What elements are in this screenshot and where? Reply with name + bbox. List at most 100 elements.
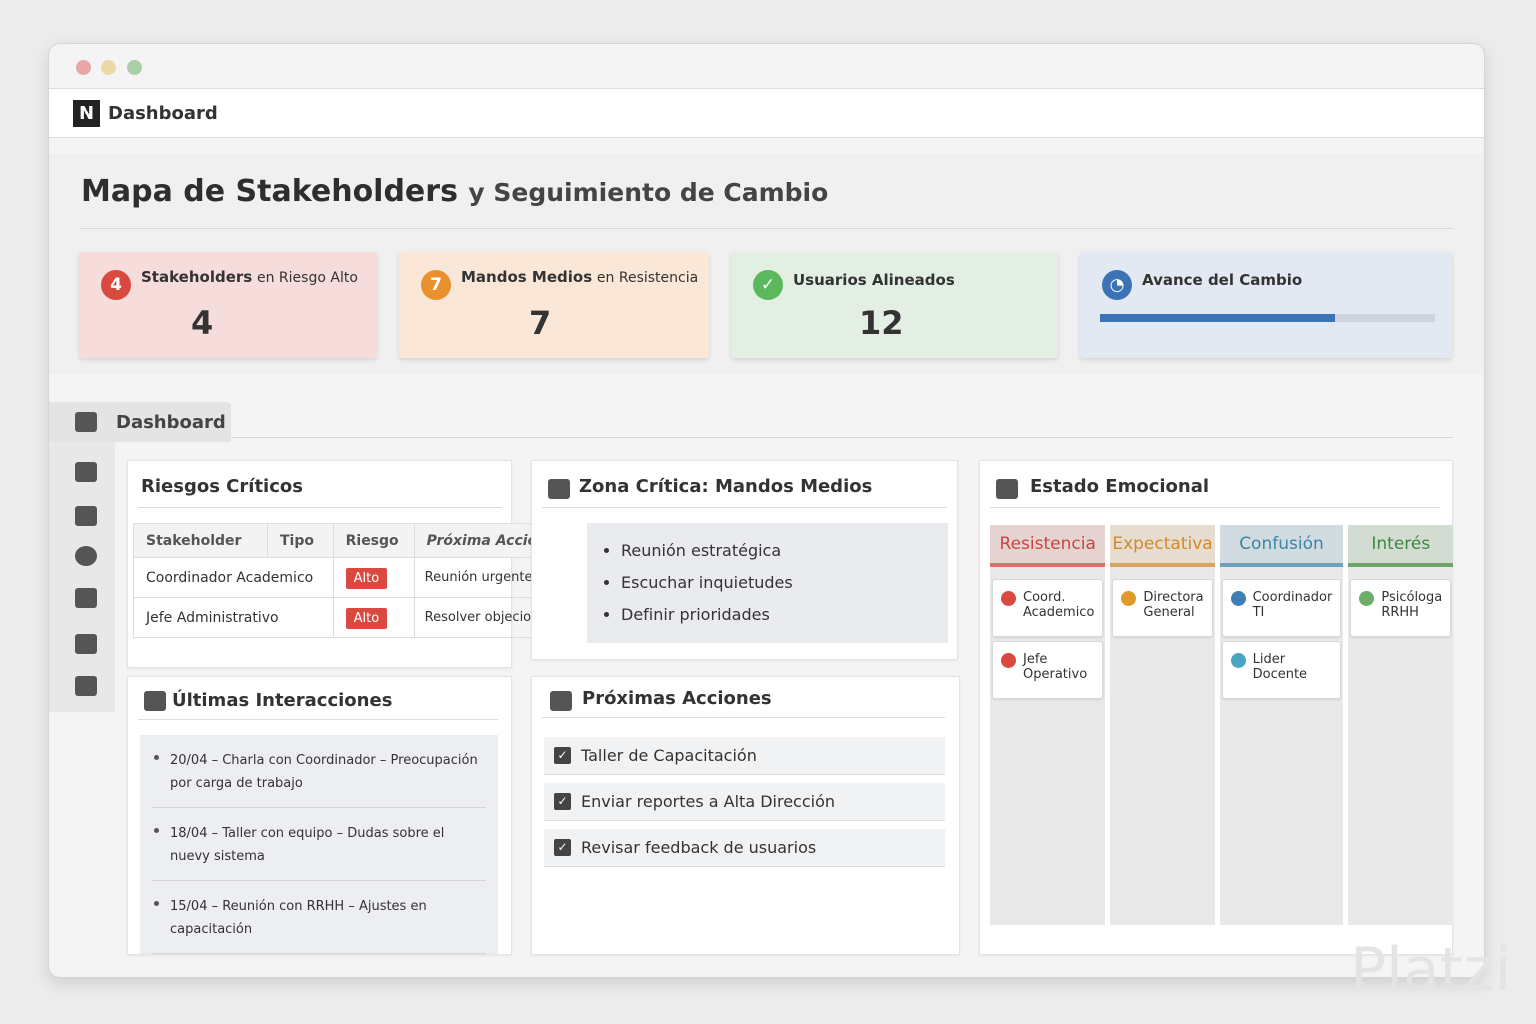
stakeholder-card[interactable]: Coordinador TI <box>1221 579 1342 637</box>
list-item: Reunión estratégica <box>621 535 948 567</box>
window-minimize[interactable] <box>101 60 116 75</box>
progress-fill <box>1100 314 1335 322</box>
kpi-card: ◔ Avance del Cambio <box>1080 252 1452 358</box>
app-title[interactable]: Dashboard <box>108 103 218 124</box>
interaction-item: 18/04 – Taller con equipo – Dudas sobre … <box>152 808 486 881</box>
cell-stakeholder: Coordinador Academico <box>133 557 334 598</box>
kpi-label: Usuarios Alineados <box>793 271 955 289</box>
divider <box>990 507 1440 508</box>
col-header: Stakeholder <box>133 523 268 558</box>
nav-icon[interactable] <box>75 546 97 566</box>
spacer <box>990 567 1105 575</box>
column-header: Confusión <box>1219 525 1344 567</box>
panel-title: Estado Emocional <box>1030 476 1210 497</box>
stakeholder-card[interactable]: Directora General <box>1112 579 1213 637</box>
kpi-label: Mandos Medios en Resistencia <box>461 268 698 286</box>
kpi-card: ✓ Usuarios Alineados 12 <box>731 252 1058 358</box>
card-label: Coord. Academico <box>1023 590 1095 620</box>
card-label: Coordinador TI <box>1252 590 1333 620</box>
sidebar <box>49 442 115 712</box>
stakeholder-card[interactable]: Lider Docente <box>1221 641 1342 699</box>
emotional-board: Resistencia Coord. Academico Jefe Operativ… <box>990 525 1454 925</box>
kpi-label: Avance del Cambio <box>1142 271 1302 289</box>
stakeholder-card[interactable]: Jefe Operativo <box>992 641 1104 699</box>
kpi-badge: ◔ <box>1102 270 1132 300</box>
panel-title: Últimas Interacciones <box>172 690 393 711</box>
action-text: Revisar feedback de usuarios <box>581 838 817 857</box>
nav-icon[interactable] <box>75 506 97 526</box>
checkbox[interactable]: ✓ <box>554 839 571 856</box>
kpi-label-bold: Stakeholders <box>141 268 253 286</box>
spacer <box>1220 567 1344 575</box>
actions-list: ✓ Taller de Capacitación ✓ Enviar reportes … <box>544 737 945 875</box>
kpi-value: 7 <box>529 304 552 342</box>
kpi-label-bold: Avance del Cambio <box>1142 271 1303 289</box>
list-item: Escuchar inquietudes <box>621 567 948 599</box>
kpi-label-bold: Usuarios Alineados <box>793 271 955 289</box>
critical-list: Reunión estratégicaEscuchar inquietudesD… <box>601 535 948 631</box>
spacer <box>1110 567 1214 575</box>
column-header: Expectativa <box>1110 525 1215 567</box>
interaction-text: 15/04 – Reunión con RRHH – Ajustes en ca… <box>170 899 427 937</box>
bullet <box>154 755 159 760</box>
tab-label: Dashboard <box>116 412 226 433</box>
nav-icon[interactable] <box>75 588 97 608</box>
divider <box>231 437 1453 438</box>
kpi-card: 7 Mandos Medios en Resistencia 7 <box>399 252 709 358</box>
emotion-column: Expectativa Directora General <box>1110 525 1215 925</box>
window-maximize[interactable] <box>127 60 142 75</box>
status-dot <box>1230 653 1246 668</box>
kpi-label-rest: en Riesgo Alto <box>257 270 358 286</box>
table-header: Stakeholder Tipo Riesgo Próxima Acción <box>133 523 572 558</box>
stakeholder-card[interactable]: Psicóloga RRHH <box>1350 579 1452 637</box>
kpi-label-bold: Mandos Medios <box>461 268 593 286</box>
panel-icon <box>996 479 1018 499</box>
app-bar: N Dashboard <box>49 88 1484 138</box>
column-header: Resistencia <box>990 525 1106 567</box>
status-dot <box>1121 591 1137 606</box>
card-label: Jefe Operativo <box>1023 652 1088 682</box>
checkbox[interactable]: ✓ <box>554 747 571 764</box>
risk-badge: Alto <box>345 607 388 629</box>
cell-risk: Alto <box>332 597 415 638</box>
panel-title: Zona Crítica: Mandos Medios <box>579 476 873 497</box>
risks-table: Stakeholder Tipo Riesgo Próxima Acción C… <box>133 523 572 638</box>
checkbox[interactable]: ✓ <box>554 793 571 810</box>
watermark: Platzi <box>1350 935 1512 1005</box>
interactions-list: 20/04 – Charla con Coordinador – Preocup… <box>140 735 498 954</box>
action-item: ✓ Revisar feedback de usuarios <box>544 829 945 867</box>
col-header: Riesgo <box>332 523 415 558</box>
sidebar-tab[interactable]: Dashboard <box>49 402 231 442</box>
card-label: Directora General <box>1143 590 1204 620</box>
divider <box>542 507 947 508</box>
action-item: ✓ Taller de Capacitación <box>544 737 945 775</box>
divider <box>79 228 1453 229</box>
spacer <box>1348 567 1453 575</box>
kpi-value: 4 <box>191 304 214 342</box>
cell-stakeholder: Jefe Administrativo <box>133 597 334 638</box>
table-row: Jefe Administrativo Alto Resolver objecion… <box>133 597 572 638</box>
kpi-card: 4 Stakeholders en Riesgo Alto 4 <box>79 252 377 358</box>
interaction-text: 20/04 – Charla con Coordinador – Preocup… <box>170 753 478 791</box>
action-item: ✓ Enviar reportes a Alta Dirección <box>544 783 945 821</box>
stakeholder-card[interactable]: Coord. Academico <box>992 579 1104 637</box>
interaction-text: 18/04 – Taller con equipo – Dudas sobre … <box>170 826 445 864</box>
kpi-badge: 4 <box>101 270 131 300</box>
window-close[interactable] <box>76 60 91 75</box>
nav-icon[interactable] <box>75 676 97 696</box>
app-logo: N <box>73 100 100 127</box>
risk-badge: Alto <box>345 567 388 589</box>
browser-window: N Dashboard Mapa de Stakeholders y Segui… <box>48 43 1485 978</box>
nav-icon[interactable] <box>75 462 97 482</box>
kpi-label-rest: en Resistencia <box>596 270 699 286</box>
column-header: Interés <box>1348 525 1454 567</box>
nav-icon[interactable] <box>75 634 97 654</box>
status-dot <box>1230 591 1246 606</box>
page-title: Mapa de Stakeholders y Seguimiento de Ca… <box>81 174 828 209</box>
emotional-panel: Estado Emocional Resistencia Coord. Acade… <box>979 460 1454 955</box>
panel-title: Próximas Acciones <box>582 688 772 709</box>
list-item: Definir prioridades <box>621 599 948 631</box>
interaction-item: 20/04 – Charla con Coordinador – Preocup… <box>152 735 486 808</box>
emotion-column: Resistencia Coord. Academico Jefe Operativ… <box>990 525 1106 925</box>
emotion-column: Confusión Coordinador TI Lider Docente <box>1219 525 1344 925</box>
